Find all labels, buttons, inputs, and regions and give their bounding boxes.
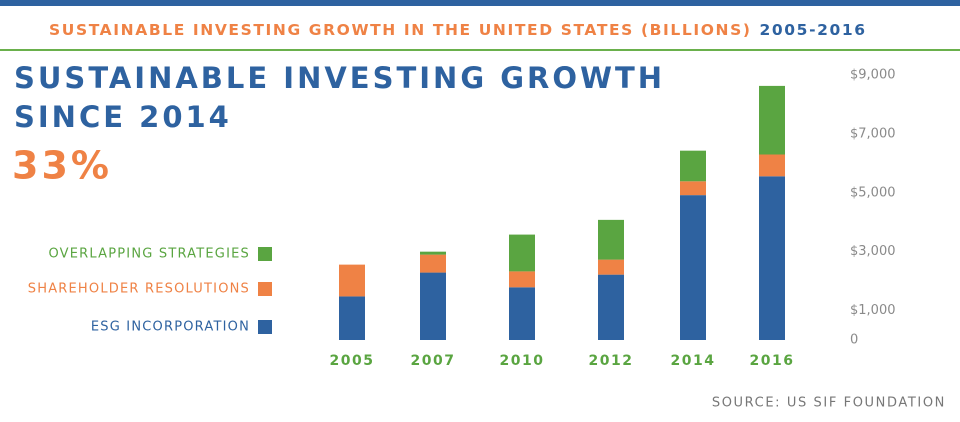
- x-tick-label: 2005: [330, 353, 375, 369]
- bar-segment: [509, 234, 535, 272]
- y-tick-label: $1,000: [850, 303, 896, 318]
- x-tick-label: 2012: [589, 353, 634, 369]
- bar-segment: [759, 85, 785, 155]
- bar-segment: [339, 296, 365, 340]
- headline: SINCE 2014: [14, 100, 232, 134]
- legend-swatch: [258, 282, 272, 296]
- bar-segment: [509, 287, 535, 340]
- bar-segment: [680, 150, 706, 182]
- title-years: 2005-2016: [760, 21, 867, 39]
- header: SUSTAINABLE INVESTING GROWTH IN THE UNIT…: [49, 21, 867, 39]
- y-tick-label: $5,000: [850, 185, 896, 200]
- bar-segment: [420, 272, 446, 340]
- x-tick-label: 2010: [500, 353, 545, 369]
- legend-swatch: [258, 320, 272, 334]
- headline-value: 33%: [12, 144, 112, 188]
- y-tick-label: $9,000: [850, 68, 896, 83]
- bar-segment: [420, 254, 446, 273]
- source: SOURCE: US SIF FOUNDATION: [712, 396, 946, 411]
- bar-segment: [509, 271, 535, 288]
- bar-segment: [759, 176, 785, 340]
- bar-segment: [680, 195, 706, 340]
- top-bar: [0, 0, 960, 6]
- bar-segment: [339, 264, 365, 297]
- chart-title: SUSTAINABLE INVESTING GROWTH IN THE UNIT…: [49, 21, 752, 39]
- y-tick-label: 0: [850, 333, 858, 348]
- bar-segment: [598, 259, 624, 275]
- legend-label: OVERLAPPING STRATEGIES: [48, 247, 250, 262]
- bar-segment: [680, 181, 706, 196]
- headline: SUSTAINABLE INVESTING GROWTH: [14, 61, 665, 95]
- x-tick-label: 2016: [750, 353, 795, 369]
- bar-segment: [759, 154, 785, 177]
- bar-segment: [598, 219, 624, 260]
- x-tick-label: 2014: [671, 353, 716, 369]
- y-tick-label: $3,000: [850, 244, 896, 259]
- bar-segment: [420, 251, 446, 255]
- legend-label: ESG INCORPORATION: [91, 320, 250, 335]
- legend-swatch: [258, 247, 272, 261]
- y-tick-label: $7,000: [850, 126, 896, 141]
- x-tick-label: 2007: [411, 353, 456, 369]
- bar-segment: [598, 274, 624, 340]
- legend-label: SHAREHOLDER RESOLUTIONS: [28, 282, 250, 297]
